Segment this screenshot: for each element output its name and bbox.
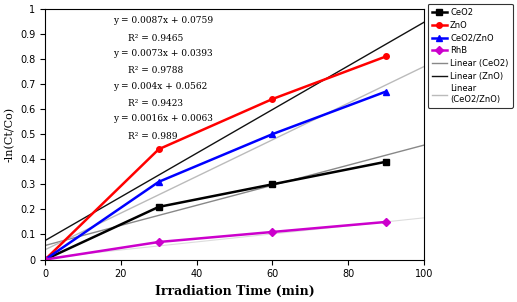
RhB — [156, 240, 162, 244]
Text: R² = 0.989: R² = 0.989 — [128, 132, 178, 141]
ZnO — [156, 147, 162, 151]
RhB — [383, 220, 389, 224]
RhB — [269, 230, 276, 234]
CeO2/ZnO — [42, 258, 48, 261]
RhB — [42, 258, 48, 261]
Text: R² = 0.9465: R² = 0.9465 — [128, 34, 184, 43]
CeO2/ZnO — [269, 132, 276, 136]
CeO2 — [383, 160, 389, 164]
Text: y = 0.0016x + 0.0063: y = 0.0016x + 0.0063 — [113, 114, 213, 123]
CeO2 — [269, 182, 276, 186]
Line: CeO2/ZnO: CeO2/ZnO — [42, 89, 389, 262]
ZnO — [383, 55, 389, 58]
Line: CeO2: CeO2 — [42, 159, 389, 262]
CeO2/ZnO — [156, 180, 162, 184]
Text: y = 0.004x + 0.0562: y = 0.004x + 0.0562 — [113, 82, 207, 91]
CeO2 — [42, 258, 48, 261]
Text: y = 0.0087x + 0.0759: y = 0.0087x + 0.0759 — [113, 16, 214, 25]
Text: R² = 0.9788: R² = 0.9788 — [128, 66, 184, 76]
Legend: CeO2, ZnO, CeO2/ZnO, RhB, Linear (CeO2), Linear (ZnO), Linear
(CeO2/ZnO): CeO2, ZnO, CeO2/ZnO, RhB, Linear (CeO2),… — [428, 4, 513, 108]
CeO2/ZnO — [383, 90, 389, 93]
ZnO — [269, 97, 276, 101]
ZnO — [42, 258, 48, 261]
Line: ZnO: ZnO — [42, 54, 389, 262]
Text: R² = 0.9423: R² = 0.9423 — [128, 99, 184, 108]
X-axis label: Irradiation Time (min): Irradiation Time (min) — [155, 285, 314, 298]
Y-axis label: -ln(Ct/Co): -ln(Ct/Co) — [4, 107, 14, 162]
Line: RhB: RhB — [42, 219, 389, 262]
Text: y = 0.0073x + 0.0393: y = 0.0073x + 0.0393 — [113, 49, 213, 58]
CeO2 — [156, 205, 162, 209]
